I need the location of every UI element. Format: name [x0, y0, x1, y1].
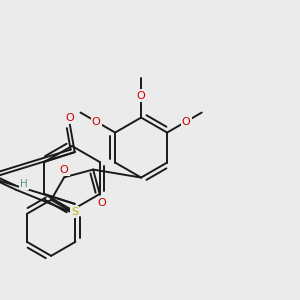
Text: O: O	[65, 112, 74, 122]
Text: O: O	[92, 117, 100, 127]
Text: S: S	[71, 207, 78, 217]
Text: O: O	[98, 198, 106, 208]
Text: O: O	[137, 91, 146, 100]
Text: O: O	[60, 165, 68, 175]
Text: H: H	[20, 179, 28, 189]
Text: O: O	[182, 117, 190, 127]
